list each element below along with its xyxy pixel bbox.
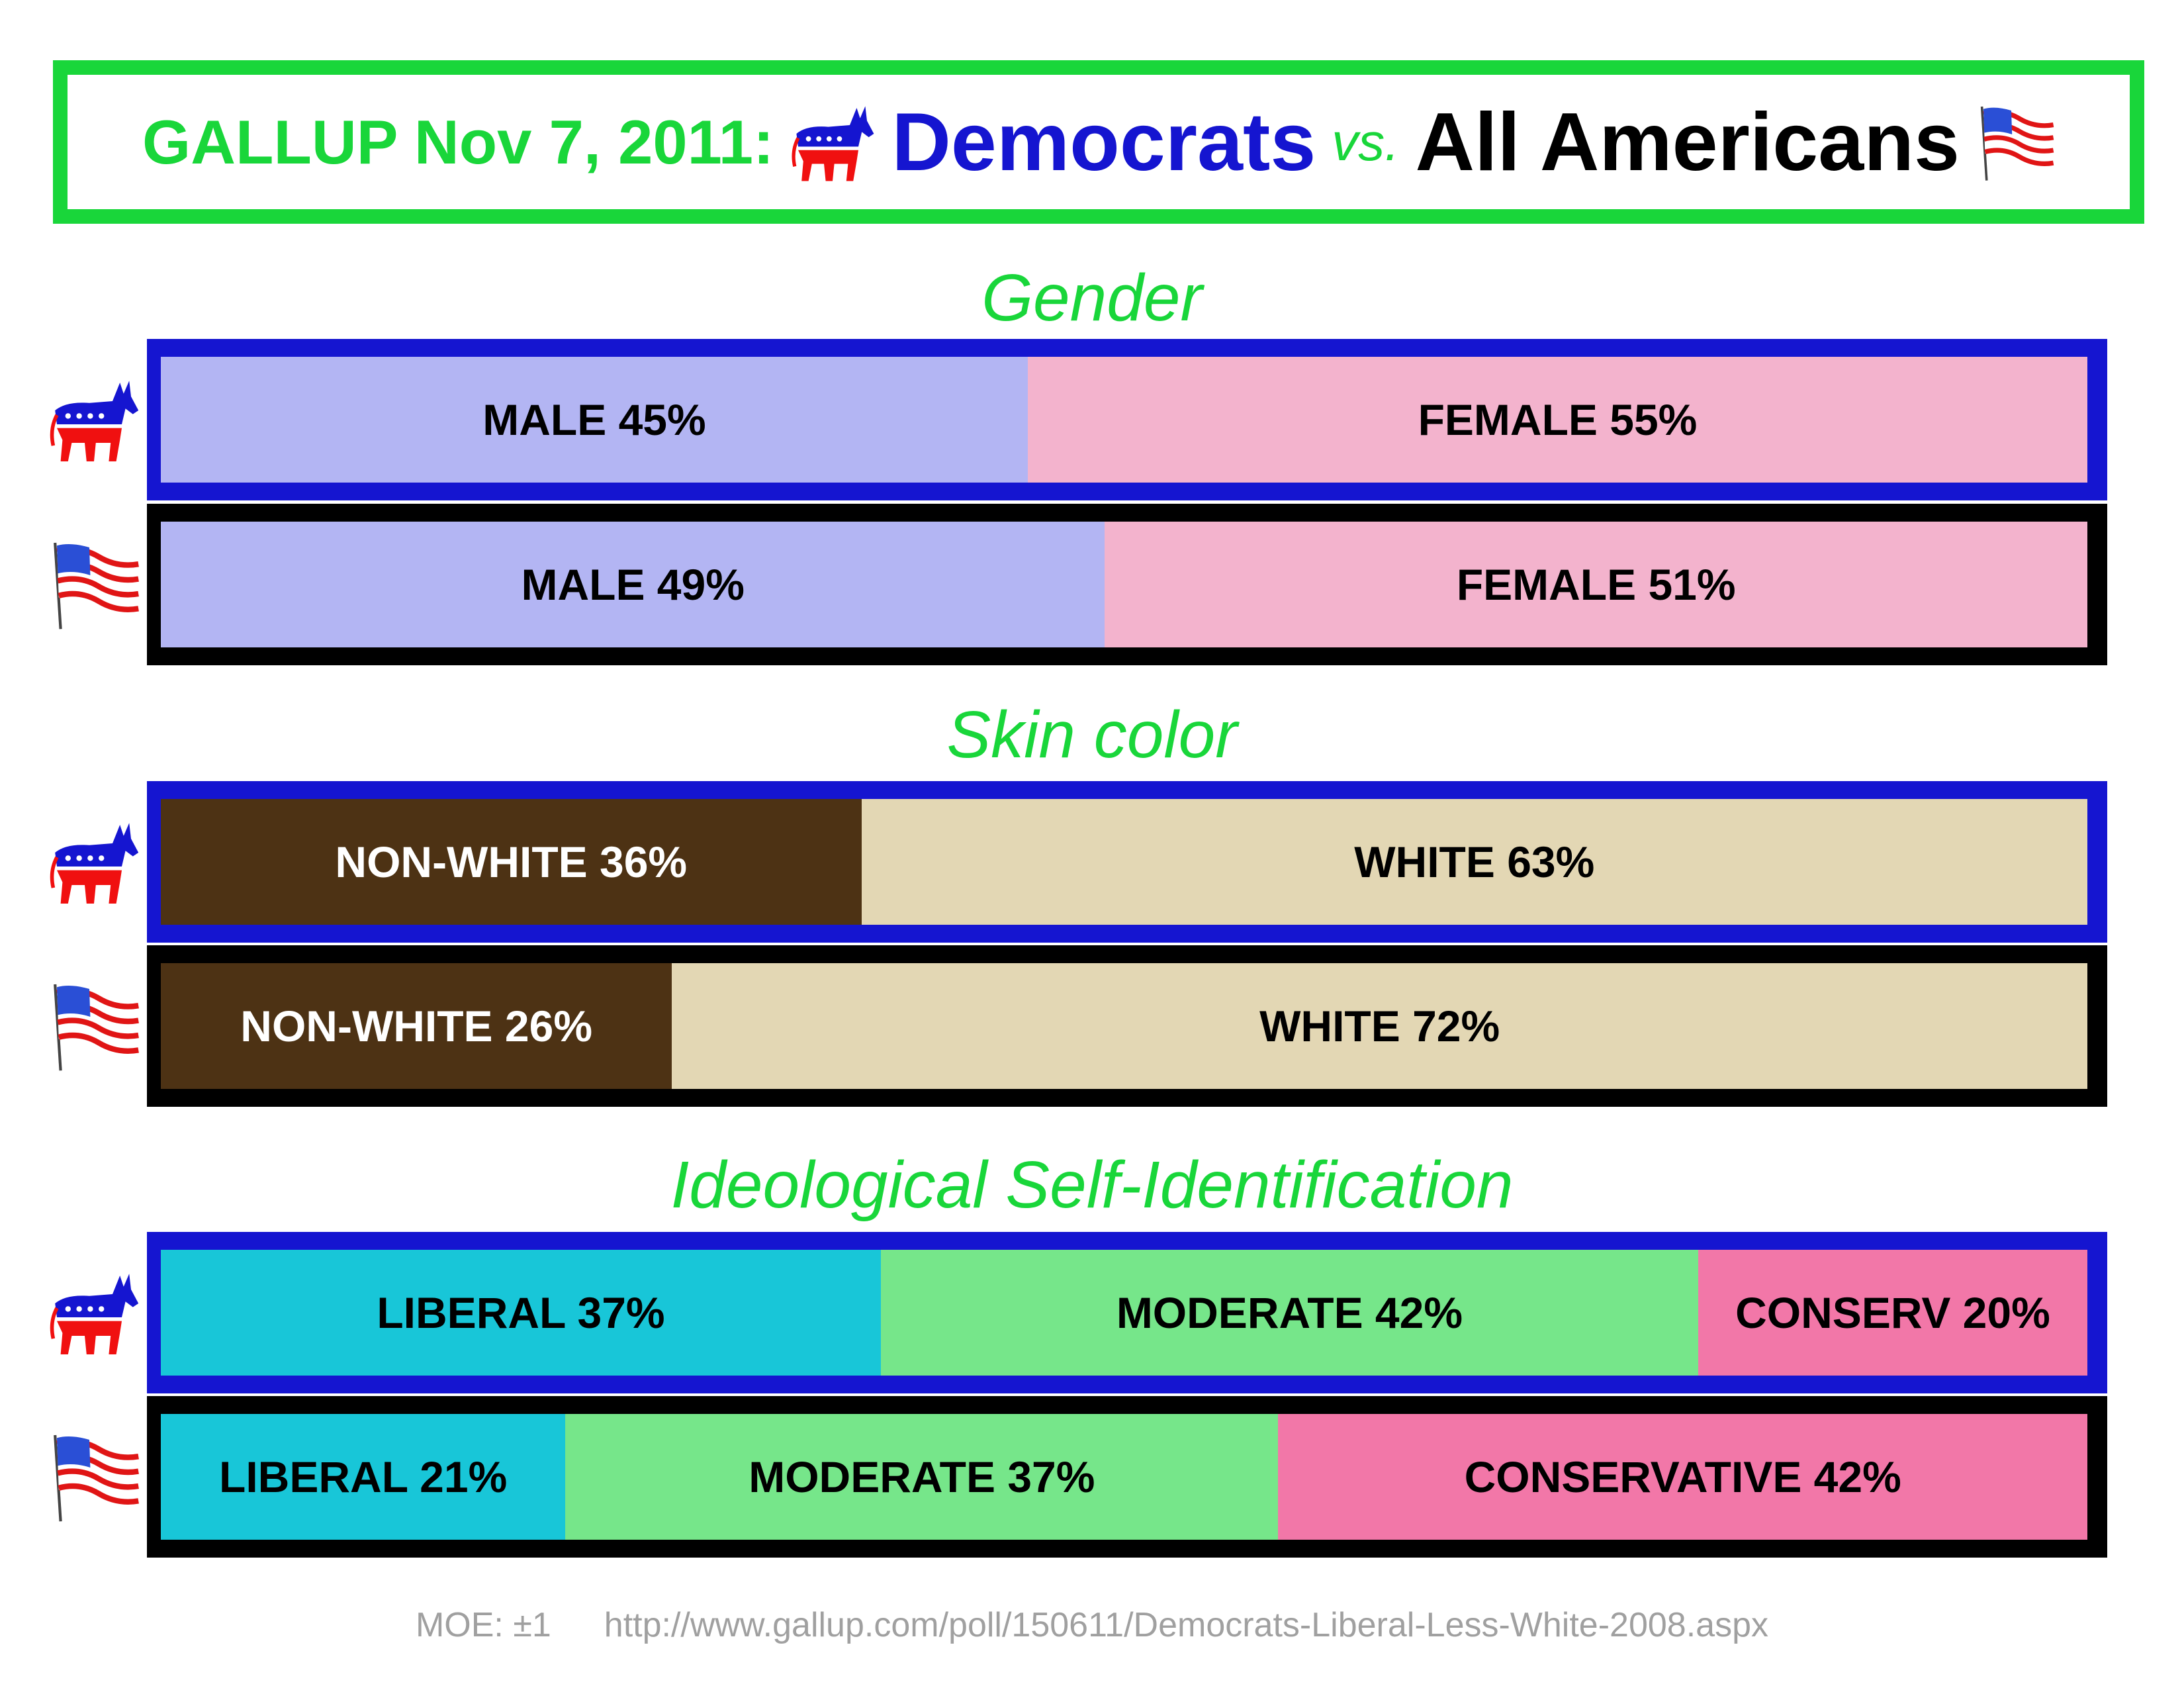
- bar-segment: FEMALE 55%: [1027, 357, 2087, 483]
- democrats-bar: LIBERAL 37% MODERATE 42% CONSERV 20%: [147, 1232, 2107, 1393]
- bar-segment: LIBERAL 21%: [161, 1414, 566, 1540]
- stacked-bar: MALE 45% FEMALE 55%: [161, 357, 2087, 483]
- data-label: CONSERVATIVE 42%: [1464, 1452, 1901, 1501]
- us-flag-icon: [48, 1430, 140, 1523]
- data-label: MALE 45%: [482, 395, 706, 444]
- all-americans-bar: NON-WHITE 26% WHITE 72%: [147, 945, 2107, 1107]
- bar-segment: WHITE 63%: [861, 799, 2087, 925]
- title-democrats: Democrats: [891, 96, 1316, 188]
- source-url: http://www.gallup.com/poll/150611/Democr…: [604, 1606, 1769, 1644]
- donkey-icon: [48, 373, 140, 466]
- data-label: FEMALE 55%: [1418, 395, 1698, 444]
- section-heading: Gender: [981, 261, 1203, 335]
- data-label: MALE 49%: [521, 560, 745, 609]
- bar-segment: WHITE 72%: [672, 963, 2087, 1089]
- data-label: WHITE 72%: [1259, 1002, 1500, 1051]
- data-label: LIBERAL 21%: [219, 1452, 508, 1501]
- bar-segment: MALE 49%: [161, 522, 1105, 647]
- data-label: FEMALE 51%: [1456, 560, 1736, 609]
- stacked-bar: LIBERAL 37% MODERATE 42% CONSERV 20%: [161, 1250, 2087, 1376]
- democrats-bar: NON-WHITE 36% WHITE 63%: [147, 781, 2107, 943]
- data-label: WHITE 63%: [1354, 837, 1595, 886]
- title-prefix: GALLUP Nov 7, 2011:: [142, 107, 774, 177]
- bar-segment: NON-WHITE 26%: [161, 963, 672, 1089]
- all-americans-bar: LIBERAL 21% MODERATE 37% CONSERVATIVE 42%: [147, 1396, 2107, 1558]
- data-label: NON-WHITE 26%: [240, 1002, 593, 1051]
- bar-segment: NON-WHITE 36%: [161, 799, 862, 925]
- title-vs: vs.: [1332, 112, 1400, 171]
- bar-segment: MODERATE 37%: [565, 1414, 1279, 1540]
- title-box: GALLUP Nov 7, 2011: Democrats vs. All Am…: [53, 60, 2144, 224]
- donkey-icon: [48, 1266, 140, 1359]
- bar-segment: CONSERV 20%: [1698, 1250, 2087, 1376]
- footer: MOE: ±1 http://www.gallup.com/poll/150611…: [0, 1605, 2184, 1645]
- data-label: NON-WHITE 36%: [335, 837, 688, 886]
- moe-text: MOE: ±1: [415, 1606, 551, 1644]
- bar-segment: MODERATE 42%: [880, 1250, 1698, 1376]
- democrats-bar: MALE 45% FEMALE 55%: [147, 339, 2107, 500]
- bar-segment: FEMALE 51%: [1105, 522, 2087, 647]
- us-flag-icon: [1976, 99, 2055, 185]
- title-all-americans: All Americans: [1415, 96, 1960, 188]
- us-flag-icon: [48, 538, 140, 631]
- us-flag-icon: [48, 980, 140, 1072]
- all-americans-bar: MALE 49% FEMALE 51%: [147, 504, 2107, 665]
- data-label: CONSERV 20%: [1735, 1288, 2050, 1337]
- stacked-bar: LIBERAL 21% MODERATE 37% CONSERVATIVE 42%: [161, 1414, 2087, 1540]
- section-heading: Ideological Self-Identification: [670, 1148, 1514, 1222]
- bar-segment: CONSERVATIVE 42%: [1278, 1414, 2087, 1540]
- stacked-bar: MALE 49% FEMALE 51%: [161, 522, 2087, 647]
- data-label: MODERATE 37%: [749, 1452, 1095, 1501]
- stacked-bar: NON-WHITE 36% WHITE 63%: [161, 799, 2087, 925]
- donkey-icon: [48, 816, 140, 908]
- stacked-bar: NON-WHITE 26% WHITE 72%: [161, 963, 2087, 1089]
- donkey-icon: [790, 99, 876, 185]
- bar-segment: MALE 45%: [161, 357, 1028, 483]
- data-label: MODERATE 42%: [1116, 1288, 1463, 1337]
- bar-segment: LIBERAL 37%: [161, 1250, 881, 1376]
- data-label: LIBERAL 37%: [377, 1288, 665, 1337]
- section-heading: Skin color: [946, 698, 1238, 772]
